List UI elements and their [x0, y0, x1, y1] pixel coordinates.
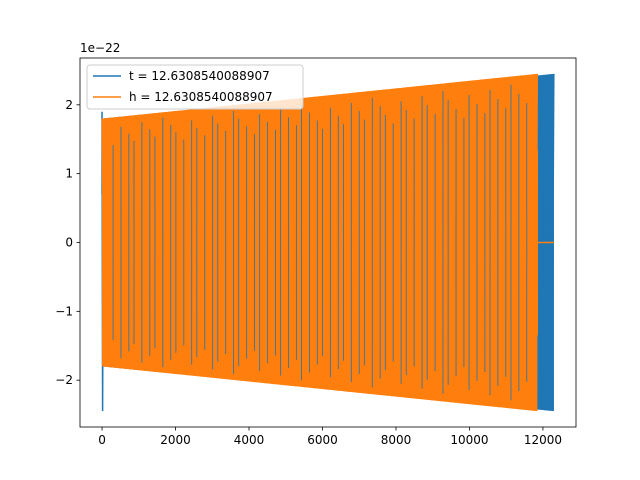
y-tick-label: −1 — [55, 304, 73, 318]
series-h — [101, 73, 554, 412]
x-tick-label: 10000 — [450, 433, 488, 447]
y-tick-label: 0 — [65, 236, 73, 250]
y-tick-label: −2 — [55, 373, 73, 387]
x-tick-label: 2000 — [160, 433, 191, 447]
y-tick-label: 1 — [65, 167, 73, 181]
legend-label-h: h = 12.6308540088907 — [129, 90, 273, 104]
series-t-interleave — [112, 84, 528, 401]
series-layer — [101, 73, 555, 412]
legend: t = 12.6308540088907 h = 12.630854008890… — [86, 64, 304, 110]
x-tick-label: 0 — [98, 433, 106, 447]
series-line — [101, 73, 539, 411]
y-axis: −2 −1 0 1 2 — [55, 98, 80, 387]
y-offset-text: 1e−22 — [80, 41, 120, 55]
y-tick-label: 2 — [65, 98, 73, 112]
legend-frame — [86, 64, 304, 110]
x-tick-label: 12000 — [524, 433, 562, 447]
x-tick-label: 6000 — [307, 433, 338, 447]
legend-label-t: t = 12.6308540088907 — [129, 69, 270, 83]
x-tick-label: 8000 — [381, 433, 412, 447]
x-tick-label: 4000 — [234, 433, 265, 447]
x-axis: 0 2000 4000 6000 8000 10000 12000 — [98, 427, 562, 447]
